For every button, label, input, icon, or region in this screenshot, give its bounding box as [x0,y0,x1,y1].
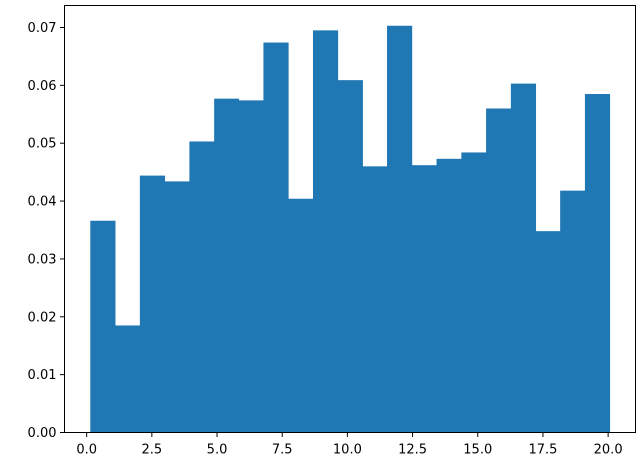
plot-frame [64,5,636,433]
x-tick-label: 5.0 [207,443,228,458]
histogram-bar-6 [214,98,240,433]
histogram-bar-11 [337,80,363,433]
histogram-bar-13 [387,25,413,433]
histogram-bar-20 [560,190,586,433]
y-tick-label: 0.07 [28,21,57,36]
histogram-bar-21 [584,94,611,433]
y-tick-label: 0.04 [28,195,57,210]
histogram-bar-1 [90,220,116,433]
histogram-bar-12 [362,166,388,433]
y-tick-label: 0.01 [28,368,57,383]
histogram-bar-16 [461,152,487,433]
x-tick-label: 17.5 [528,443,557,458]
histogram-bars [90,25,611,433]
x-tick-label: 7.5 [272,443,293,458]
y-tick-label: 0.00 [28,426,57,441]
histogram-bar-7 [238,100,264,433]
x-tick-label: 2.5 [142,443,163,458]
histogram-bar-3 [139,175,166,433]
histogram-bar-10 [312,30,339,433]
x-tick-label: 0.0 [76,443,97,458]
histogram-bar-15 [436,158,462,433]
x-tick-label: 10.0 [333,443,362,458]
y-tick-label: 0.02 [28,310,57,325]
histogram-bar-14 [411,165,437,433]
histogram-bar-8 [263,42,289,433]
x-tick-label: 12.5 [398,443,427,458]
histogram-bar-4 [164,181,190,433]
histogram-bar-5 [189,141,215,433]
x-tick-label: 20.0 [594,443,623,458]
histogram-bar-18 [510,83,537,433]
histogram-bar-19 [535,231,561,433]
y-tick-label: 0.06 [28,79,57,94]
histogram-bar-17 [486,108,512,433]
y-tick-label: 0.05 [28,137,57,152]
histogram-bar-9 [288,198,314,433]
axis-ticks: 0.0 2.5 5.0 7.5 10.0 12.5 15.0 17.5 20.0 0.00 0.01… [28,21,623,458]
x-tick-label: 15.0 [463,443,492,458]
histogram-bar-2 [115,325,141,433]
y-tick-label: 0.03 [28,252,57,267]
